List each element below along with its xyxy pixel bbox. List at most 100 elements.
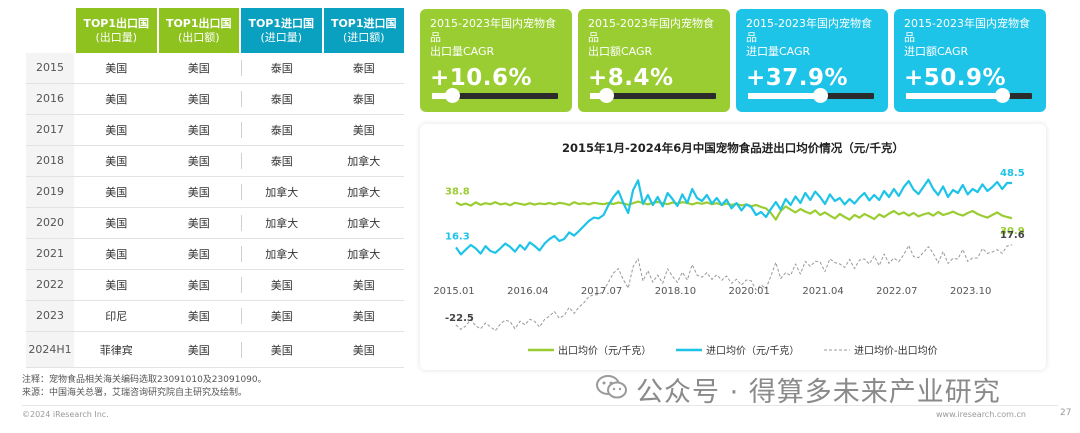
row-year: 2021 <box>26 239 74 269</box>
table-cell: 加拿大 <box>241 215 322 231</box>
cagr-card: 2015-2023年国内宠物食品 出口额CAGR +8.4% <box>578 9 730 112</box>
end-value-label: 17.6 <box>1000 230 1025 241</box>
wechat-icon <box>596 375 627 399</box>
table-cell: 加拿大 <box>347 217 381 230</box>
table-cell: 美国 <box>105 155 128 168</box>
legend-label: 出口均价（元/千克） <box>558 344 651 357</box>
card-subtitle: 进口额CAGR <box>904 45 969 58</box>
table-cell: 泰国 <box>241 122 322 138</box>
table-cell: 美国 <box>105 279 128 292</box>
card-subtitle: 出口额CAGR <box>588 45 653 58</box>
end-value-label: 48.5 <box>1000 168 1025 179</box>
row-year: 2024 H1 <box>26 332 74 367</box>
header-sub: (进口量) <box>260 30 303 44</box>
footer-site: www.iresearch.com.cn <box>936 410 1026 419</box>
header-title: TOP1进口国 <box>248 16 315 30</box>
legend-label: 进口均价（元/千克） <box>706 345 799 357</box>
card-value: +37.9% <box>746 65 849 91</box>
table-cell: 美国 <box>187 62 210 75</box>
price-chart-panel: 2015年1月-2024年6月中国宠物食品进出口均价情况（元/千克） 38.8 3… <box>420 124 1046 370</box>
table-cell: 菲律宾 <box>99 343 133 357</box>
start-value-label: 16.3 <box>445 231 470 242</box>
header-export-volume: TOP1出口国 (出口量) <box>76 8 157 53</box>
table-row: 2017 美国 美国 泰国 美国 <box>26 115 404 146</box>
top1-country-table: TOP1出口国 (出口量) TOP1出口国 (出口额) TOP1进口国 (进口量… <box>26 8 404 368</box>
header-sub: (进口额) <box>342 30 385 44</box>
table-cell: 加拿大 <box>347 248 381 261</box>
table-cell: 美国 <box>105 186 128 199</box>
table-row: 2022 美国 美国 美国 美国 <box>26 270 404 301</box>
table-cell: 泰国 <box>241 60 322 76</box>
table-cell: 加拿大 <box>241 184 322 200</box>
table-corner <box>26 8 74 53</box>
table-row: 2016 美国 美国 泰国 泰国 <box>26 84 404 115</box>
table-cell: 美国 <box>187 93 210 106</box>
card-title: 2015-2023年国内宠物食品 <box>904 17 1030 44</box>
source-line: 来源：中国海关总署，艾瑞咨询研究院自主研究及绘制。 <box>22 388 248 398</box>
table-body: 2015 美国 美国 泰国 泰国 2016 美国 美国 泰国 泰国 2017 美国 美国 泰国 美国 2018… <box>26 53 404 368</box>
row-year: 2023 <box>26 301 74 331</box>
table-cell: 美国 <box>105 93 128 106</box>
legend-label: 进口均价-出口均价 <box>854 344 938 357</box>
table-row: 2019 美国 美国 加拿大 加拿大 <box>26 177 404 208</box>
row-year: 2020 <box>26 208 74 238</box>
chart-title: 2015年1月-2024年6月中国宠物食品进出口均价情况（元/千克） <box>562 141 904 155</box>
table-cell: 印尼 <box>105 310 128 323</box>
series-line-2 <box>455 244 1013 332</box>
cagr-card: 2015-2023年国内宠物食品 出口量CAGR +10.6% <box>420 9 572 112</box>
x-tick-label: 2015.01 <box>433 286 474 297</box>
table-cell: 美国 <box>105 124 128 137</box>
table-cell: 美国 <box>187 186 210 199</box>
header-title: TOP1进口国 <box>330 16 397 30</box>
table-row: 2023 印尼 美国 美国 美国 <box>26 301 404 332</box>
start-value-label: -22.5 <box>445 313 474 324</box>
table-cell: 泰国 <box>352 93 375 106</box>
table-cell: 美国 <box>352 279 375 292</box>
row-year: 2015 <box>26 53 74 83</box>
table-cell: 美国 <box>241 341 322 358</box>
card-title: 2015-2023年国内宠物食品 <box>746 17 872 44</box>
x-tick-label: 2020.01 <box>729 286 770 297</box>
table-cell: 美国 <box>241 308 322 324</box>
table-cell: 美国 <box>187 343 210 357</box>
x-tick-label: 2017.07 <box>581 286 622 297</box>
row-year: 2018 <box>26 146 74 176</box>
table-cell: 美国 <box>187 310 210 323</box>
row-year: 2016 <box>26 84 74 114</box>
header-import-volume: TOP1进口国 (进口量) <box>241 8 322 53</box>
end-value-label: 30.9 <box>1000 226 1025 237</box>
table-row: 2021 美国 美国 加拿大 加拿大 <box>26 239 404 270</box>
table-cell: 美国 <box>187 124 210 137</box>
cagr-bar-fill <box>906 93 1003 99</box>
card-title: 2015-2023年国内宠物食品 <box>588 17 714 44</box>
header-sub: (出口量) <box>95 30 138 44</box>
footer-divider <box>22 405 1058 406</box>
cagr-bar <box>432 88 558 103</box>
table-cell: 美国 <box>105 248 128 261</box>
table-cell: 美国 <box>187 217 210 230</box>
cagr-bar-knob <box>598 88 614 103</box>
table-cell: 美国 <box>352 343 375 357</box>
cagr-bar-knob <box>445 88 461 103</box>
table-cell: 美国 <box>105 217 128 230</box>
page-number: 27 <box>1060 408 1072 418</box>
watermark-text: 公众号 · 得算多未来产业研究 <box>636 377 1001 408</box>
price-line-chart: 38.8 30.9 16.3 48.5 -22.5 17.6 2015.01 2016.04 2… <box>433 168 1025 357</box>
cagr-card: 2015-2023年国内宠物食品 进口量CAGR +37.9% <box>736 9 888 112</box>
card-value: +50.9% <box>904 65 1007 91</box>
start-value-label: 38.8 <box>445 186 470 197</box>
cagr-bar <box>590 88 716 103</box>
cagr-bar-knob <box>995 88 1011 103</box>
table-cell: 美国 <box>187 279 210 292</box>
table-cell: 加拿大 <box>241 246 322 262</box>
table-row: 2020 美国 美国 加拿大 加拿大 <box>26 208 404 239</box>
x-tick-label: 2021.04 <box>802 286 843 297</box>
header-title: TOP1出口国 <box>165 16 232 30</box>
footer-copyright: ©2024 iResearch Inc. <box>22 410 109 419</box>
cagr-bar-fill <box>590 93 606 99</box>
table-row: 2024 H1 菲律宾 美国 美国 美国 <box>26 332 404 368</box>
table-cell: 美国 <box>352 124 375 137</box>
table-cell: 泰国 <box>352 62 375 75</box>
x-tick-label: 2023.10 <box>950 286 991 297</box>
header-export-value: TOP1出口国 (出口额) <box>158 8 239 53</box>
